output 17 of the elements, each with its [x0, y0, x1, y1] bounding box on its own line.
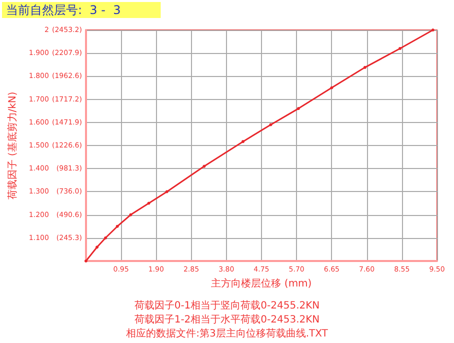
text: 荷载因子0-1相当于竖向荷载0-2455.2KN — [134, 300, 320, 312]
point — [202, 164, 206, 168]
point — [129, 213, 132, 216]
point — [147, 202, 150, 205]
x-axis-title: 主方向楼层位移 (mm) — [211, 278, 312, 290]
y-axis-title: 荷载因子 (基底剪力/kN) — [6, 92, 18, 200]
point — [241, 140, 244, 144]
point — [165, 190, 168, 194]
point — [269, 123, 272, 126]
point — [363, 66, 366, 69]
text: 荷载因子1-2相当于水平荷载0-2453.2KN — [134, 314, 320, 326]
point — [116, 224, 119, 228]
line-series — [84, 28, 434, 262]
point — [96, 246, 99, 249]
chart-title: 当前自然层号: 3 - 3 — [6, 3, 121, 17]
text: 相应的数据文件:第3层主向位移荷载曲线.TXT — [126, 328, 329, 340]
point — [104, 236, 108, 240]
